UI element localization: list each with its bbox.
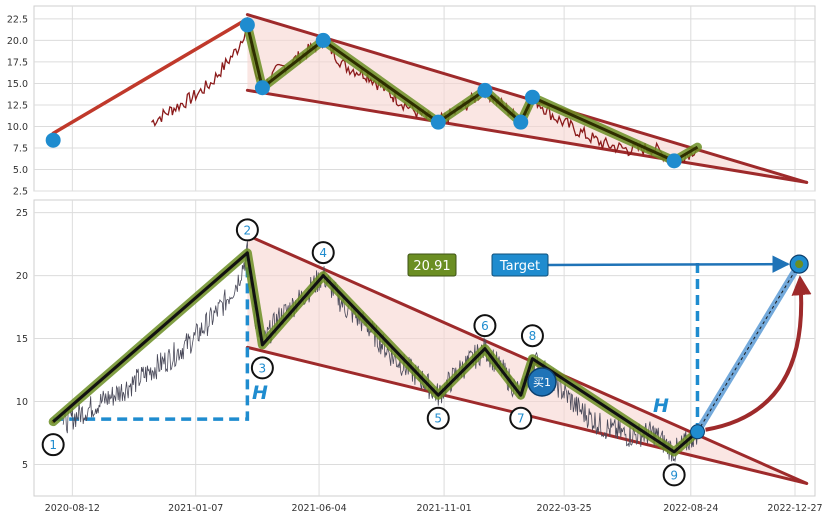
y-tick-label: 25 <box>16 208 28 219</box>
y-tick-label: 10.0 <box>7 122 28 133</box>
x-tick-label: 2020-08-12 <box>45 503 100 514</box>
pivot-label: 2 <box>244 223 252 237</box>
buy-marker <box>527 367 557 397</box>
pivot-label: 9 <box>670 468 678 482</box>
price-box <box>407 253 457 277</box>
pivot-label-circle <box>473 314 497 338</box>
breakout-point <box>689 424 705 440</box>
pivot-label: 3 <box>259 361 267 375</box>
bottom-annotations: 20.91 Target H H 买1 <box>252 253 669 417</box>
y-tick-label: 20 <box>16 271 28 282</box>
y-tick-label: 12.5 <box>7 100 28 111</box>
upper-trendline <box>245 233 809 485</box>
breakout-curve-arrow <box>705 275 812 432</box>
y-tick-label: 15.0 <box>7 79 28 90</box>
projection-path-dash <box>697 263 800 433</box>
height-label-left: H <box>252 382 268 404</box>
x-tick-label: 2022-08-24 <box>663 503 718 514</box>
y-tick-label: 7.5 <box>13 143 28 154</box>
buy-marker-text: 买1 <box>533 376 551 389</box>
pivot-label: 6 <box>481 319 489 333</box>
left-leg-trendline <box>51 17 250 136</box>
height-marker-line <box>53 252 250 421</box>
x-tick-label: 2022-03-25 <box>537 503 592 514</box>
x-tick-label: 2021-06-04 <box>291 503 346 514</box>
pattern-legs-line <box>52 251 699 454</box>
pivot-label: 7 <box>517 412 525 426</box>
target-box <box>491 253 549 277</box>
top-pivot-point <box>666 153 682 169</box>
x-tick-label: 2021-11-01 <box>416 503 471 514</box>
bottom-x-ticks: 2020-08-12 2021-01-07 2021-06-04 2021-11-01… <box>45 503 822 514</box>
y-tick-label: 22.5 <box>7 14 28 25</box>
top-y-ticks: 2.5 5.0 7.5 10.0 12.5 15.0 17.5 20.0 22.5 <box>7 14 28 197</box>
bottom-pivot-labels: 1 2 3 4 5 6 7 8 9 <box>41 218 686 487</box>
top-pivot-point <box>315 32 331 48</box>
bottom-grid <box>34 200 815 496</box>
target-arrow <box>547 255 790 273</box>
pivot-label-circle <box>41 433 65 457</box>
y-tick-label: 2.5 <box>13 187 28 198</box>
bottom-projection <box>547 254 812 440</box>
pivot-label-circle <box>662 463 686 487</box>
top-pivot-point <box>524 89 540 105</box>
top-pivot-point <box>254 80 270 96</box>
target-point-core <box>795 260 804 269</box>
top-pivot-point <box>513 114 529 130</box>
x-tick-label: 2022-12-27 <box>767 503 822 514</box>
y-tick-label: 5 <box>22 460 28 471</box>
height-label-right: H <box>653 395 669 417</box>
y-tick-label: 10 <box>16 397 28 408</box>
lower-trendline <box>245 88 809 184</box>
top-pivot-point <box>45 132 61 148</box>
top-pivot-point <box>430 114 446 130</box>
bottom-price-series <box>62 241 698 463</box>
x-tick-label: 2021-01-07 <box>168 503 223 514</box>
pivot-label: 5 <box>434 412 442 426</box>
target-box-text: Target <box>499 259 540 274</box>
price-box-text: 20.91 <box>413 259 450 274</box>
pivot-label-circle <box>250 356 274 380</box>
top-pivot-point <box>239 17 255 33</box>
bottom-price-line <box>62 241 698 463</box>
pivot-label: 8 <box>529 329 537 343</box>
y-tick-label: 5.0 <box>13 165 28 176</box>
pivot-label: 4 <box>319 246 327 260</box>
pivot-label-circle <box>426 406 450 430</box>
pivot-label-circle <box>235 218 259 242</box>
pivot-label: 1 <box>49 438 57 452</box>
top-pivot-point <box>477 82 493 98</box>
y-tick-label: 17.5 <box>7 57 28 68</box>
bottom-pattern-series <box>48 248 702 457</box>
bottom-y-ticks: 5 10 15 20 25 <box>16 208 28 471</box>
bottom-height-marker <box>53 252 250 421</box>
top-panel: 2.5 5.0 7.5 10.0 12.5 15.0 17.5 20.0 22.5 <box>7 5 816 198</box>
top-grid <box>34 6 815 192</box>
pivot-label-circle <box>509 406 533 430</box>
pivot-label-circle <box>520 324 544 348</box>
pivot-label-circle <box>311 241 335 265</box>
y-tick-label: 20.0 <box>7 36 28 47</box>
top-pivots <box>45 17 682 169</box>
y-tick-label: 15 <box>16 334 28 345</box>
